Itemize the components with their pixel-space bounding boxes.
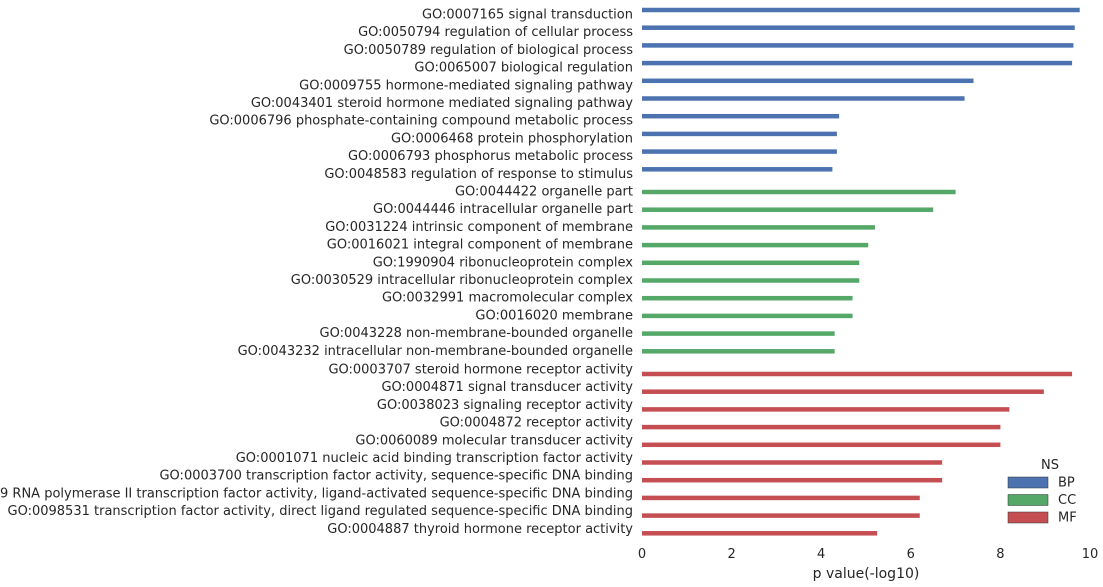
legend-label-cc: CC xyxy=(1058,493,1076,508)
category-label: GO:0009755 hormone-mediated signaling pa… xyxy=(299,78,633,93)
category-label: GO:0030529 intracellular ribonucleoprote… xyxy=(291,273,634,288)
category-label: GO:0003700 transcription factor activity… xyxy=(159,469,633,484)
bar-cc xyxy=(642,349,835,354)
bar-bp xyxy=(642,131,837,137)
category-label: GO:0038023 signaling receptor activity xyxy=(377,398,633,413)
bar-cc xyxy=(642,207,934,212)
bar-cc xyxy=(642,260,860,266)
category-label: GO:0043401 steroid hormone mediated sign… xyxy=(251,96,633,111)
bar-bp xyxy=(642,25,1075,30)
bar-cc xyxy=(642,225,875,230)
category-label: GO:0031224 intrinsic component of membra… xyxy=(325,220,633,235)
x-tick-label: 6 xyxy=(907,547,915,562)
category-label: GO:0016020 membrane xyxy=(475,308,633,323)
category-label: GO:0006793 phosphorus metabolic process xyxy=(348,149,633,164)
legend-label-mf: MF xyxy=(1058,511,1077,526)
bar-mf xyxy=(642,424,1001,430)
category-label: GO:0043228 non-membrane-bounded organell… xyxy=(320,326,634,341)
category-label: GO:0044422 organelle part xyxy=(455,185,633,200)
category-label: GO:0006796 phosphate-containing compound… xyxy=(209,114,633,129)
bar-bp xyxy=(642,96,965,101)
category-label: GO:0032991 macromolecular complex xyxy=(382,291,633,306)
bar-bp xyxy=(642,78,974,84)
category-label: GO:0043232 intracellular non-membrane-bo… xyxy=(238,344,633,359)
bar-mf xyxy=(642,371,1073,377)
bar-cc xyxy=(642,189,956,195)
bar-mf xyxy=(642,477,943,483)
category-label: GO:0065007 biological regulation xyxy=(414,61,633,76)
bar-mf xyxy=(642,460,943,465)
bar-bp xyxy=(642,7,1080,13)
category-label: GO:0060089 molecular transducer activity xyxy=(355,433,633,448)
x-axis-ticks: 0 2 4 6 8 10 xyxy=(638,547,1098,562)
bar-cc xyxy=(642,331,835,336)
x-tick-label: 2 xyxy=(727,547,735,562)
legend-swatch-bp xyxy=(1007,476,1049,489)
x-axis-title: p value(-log10) xyxy=(813,566,920,582)
x-tick-label: 10 xyxy=(1082,547,1099,562)
category-label: GO:0048583 regulation of response to sti… xyxy=(324,167,633,182)
category-label: GO:0004879 RNA polymerase II transcripti… xyxy=(0,486,633,501)
category-label: GO:0098531 transcription factor activity… xyxy=(8,504,633,519)
bar-bp xyxy=(642,43,1074,48)
bar-bp xyxy=(642,113,840,119)
bar-cc xyxy=(642,295,853,301)
category-label: GO:0050789 regulation of biological proc… xyxy=(344,43,634,58)
bar-bp xyxy=(642,167,833,172)
bar-mf xyxy=(642,513,920,518)
category-label: GO:1990904 ribonucleoprotein complex xyxy=(373,255,634,270)
x-tick-label: 4 xyxy=(817,547,825,562)
x-tick-label: 8 xyxy=(996,547,1004,562)
bar-cc xyxy=(642,278,860,283)
legend-swatch-cc xyxy=(1007,494,1049,506)
bar-cc xyxy=(642,313,853,319)
category-label: GO:0044446 intracellular organelle part xyxy=(373,202,633,217)
category-label: GO:0016021 integral component of membran… xyxy=(327,238,633,253)
bar-mf xyxy=(642,495,920,501)
bar-mf xyxy=(642,389,1044,394)
legend-title: NS xyxy=(1041,458,1059,473)
bar-cc xyxy=(642,242,869,248)
legend-swatch-mf xyxy=(1007,511,1049,524)
category-label: GO:0001071 nucleic acid binding transcri… xyxy=(236,451,634,466)
bar-mf xyxy=(642,407,1010,412)
legend-label-bp: BP xyxy=(1058,476,1075,491)
bar-bp xyxy=(642,60,1073,66)
legend: NS BP CC MF xyxy=(1007,458,1077,526)
category-label: GO:0003707 steroid hormone receptor acti… xyxy=(328,363,633,378)
category-label: GO:0007165 signal transduction xyxy=(422,8,633,23)
x-tick-label: 0 xyxy=(638,547,646,562)
category-label: GO:0050794 regulation of cellular proces… xyxy=(358,25,633,40)
category-label: GO:0004871 signal transducer activity xyxy=(381,380,633,395)
category-labels: GO:0007165 signal transduction GO:0050794… xyxy=(0,8,633,537)
category-label: GO:0004887 thyroid hormone receptor acti… xyxy=(327,522,633,537)
bar-mf xyxy=(642,442,1001,448)
bars xyxy=(642,7,1080,536)
category-label: GO:0004872 receptor activity xyxy=(440,416,634,431)
bar-mf xyxy=(642,531,878,536)
bar-bp xyxy=(642,149,837,154)
category-label: GO:0006468 protein phosphorylation xyxy=(391,131,633,146)
